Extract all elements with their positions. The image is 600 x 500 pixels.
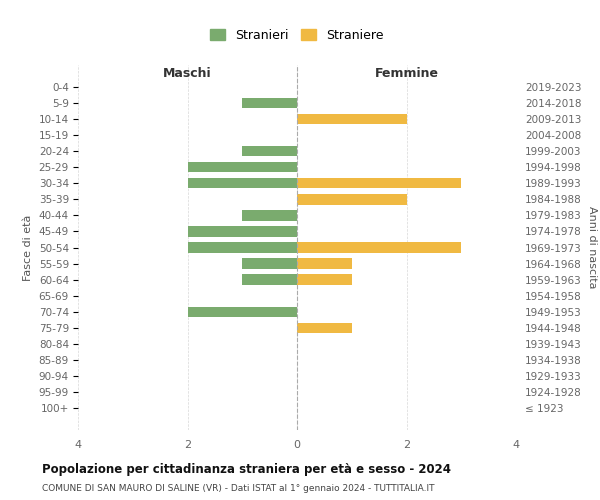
- Bar: [242, 98, 297, 108]
- Bar: [297, 114, 407, 124]
- Bar: [187, 178, 297, 188]
- Bar: [297, 178, 461, 188]
- Bar: [297, 274, 352, 285]
- Legend: Stranieri, Straniere: Stranieri, Straniere: [205, 24, 389, 47]
- Text: Popolazione per cittadinanza straniera per età e sesso - 2024: Popolazione per cittadinanza straniera p…: [42, 462, 451, 475]
- Text: COMUNE DI SAN MAURO DI SALINE (VR) - Dati ISTAT al 1° gennaio 2024 - TUTTITALIA.: COMUNE DI SAN MAURO DI SALINE (VR) - Dat…: [42, 484, 434, 493]
- Bar: [242, 258, 297, 269]
- Bar: [187, 226, 297, 236]
- Bar: [242, 146, 297, 156]
- Bar: [297, 322, 352, 333]
- Bar: [297, 258, 352, 269]
- Bar: [187, 242, 297, 252]
- Bar: [187, 306, 297, 317]
- Bar: [187, 162, 297, 172]
- Y-axis label: Anni di nascita: Anni di nascita: [587, 206, 598, 289]
- Bar: [242, 274, 297, 285]
- Text: Femmine: Femmine: [374, 68, 439, 80]
- Bar: [242, 210, 297, 220]
- Y-axis label: Fasce di età: Fasce di età: [23, 214, 33, 280]
- Bar: [297, 194, 407, 204]
- Bar: [297, 242, 461, 252]
- Text: Maschi: Maschi: [163, 68, 212, 80]
